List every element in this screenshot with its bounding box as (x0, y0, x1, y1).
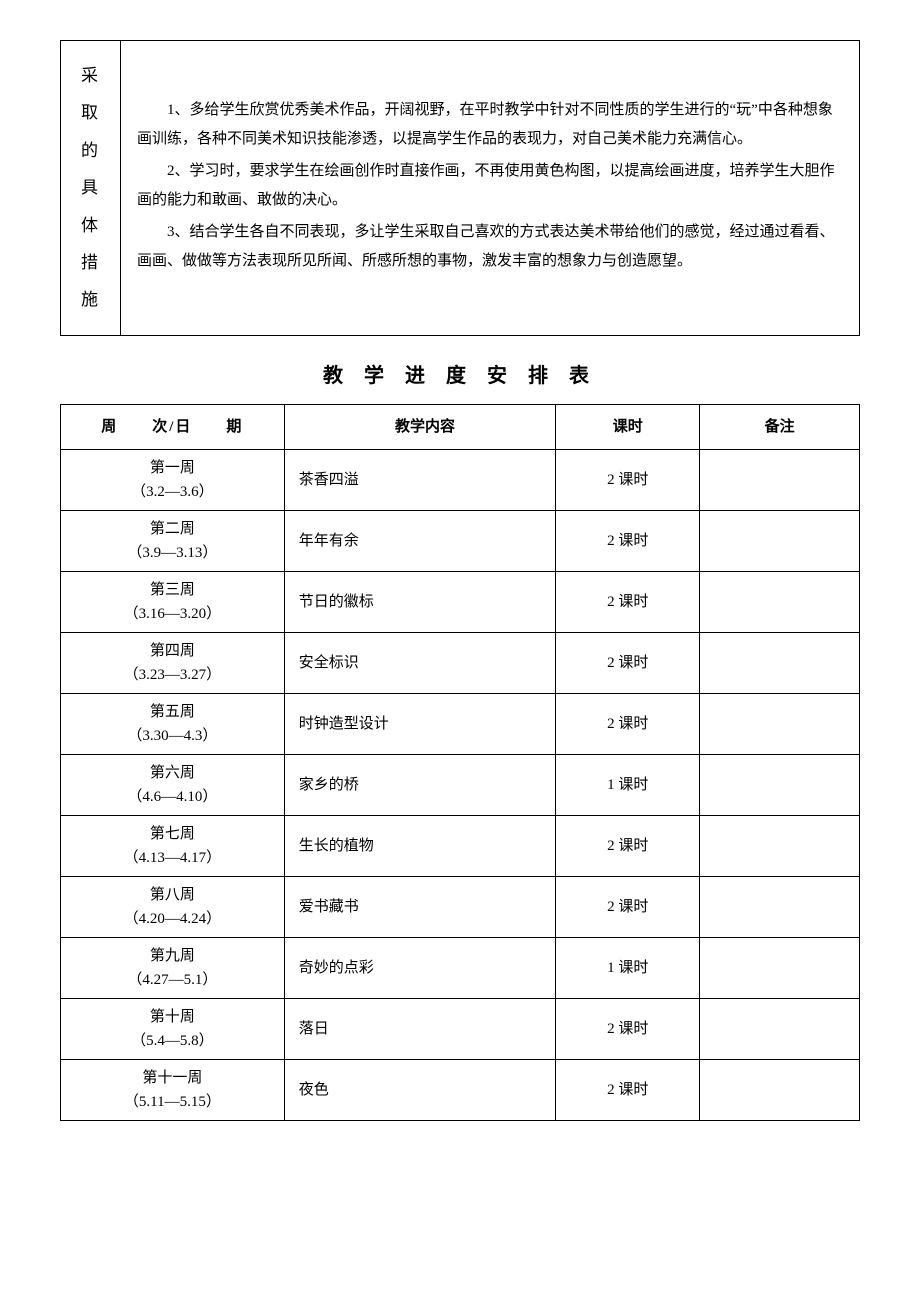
measures-paragraph: 2、学习时，要求学生在绘画创作时直接作画，不再使用黄色构图，以提高绘画进度，培养… (137, 157, 843, 214)
measures-paragraph: 3、结合学生各自不同表现，多让学生采取自己喜欢的方式表达美术带给他们的感觉，经过… (137, 218, 843, 275)
week-name: 第十周 (71, 1005, 274, 1029)
cell-hours: 2 课时 (556, 449, 700, 510)
header-note: 备注 (700, 404, 860, 449)
measures-body-cell: 1、多给学生欣赏优秀美术作品，开阔视野，在平时教学中针对不同性质的学生进行的“玩… (121, 41, 860, 336)
cell-hours: 1 课时 (556, 937, 700, 998)
week-date: （4.20—4.24） (71, 907, 274, 931)
week-date: （4.13—4.17） (71, 846, 274, 870)
cell-note (700, 510, 860, 571)
table-row: 第八周 （4.20—4.24） 爱书藏书 2 课时 (61, 876, 860, 937)
table-row: 第十周 （5.4—5.8） 落日 2 课时 (61, 998, 860, 1059)
measures-paragraph: 1、多给学生欣赏优秀美术作品，开阔视野，在平时教学中针对不同性质的学生进行的“玩… (137, 96, 843, 153)
week-date: （5.4—5.8） (71, 1029, 274, 1053)
table-row: 第五周 （3.30—4.3） 时钟造型设计 2 课时 (61, 693, 860, 754)
cell-note (700, 693, 860, 754)
cell-content: 生长的植物 (284, 815, 556, 876)
measures-label-char: 取 (69, 94, 112, 131)
schedule-header-row: 周 次/日 期 教学内容 课时 备注 (61, 404, 860, 449)
schedule-table: 周 次/日 期 教学内容 课时 备注 第一周 （3.2—3.6） 茶香四溢 2 … (60, 404, 860, 1121)
cell-week: 第七周 （4.13—4.17） (61, 815, 285, 876)
cell-note (700, 449, 860, 510)
cell-week: 第一周 （3.2—3.6） (61, 449, 285, 510)
cell-week: 第十一周 （5.11—5.15） (61, 1059, 285, 1120)
measures-label-char: 措 (69, 244, 112, 281)
cell-content: 茶香四溢 (284, 449, 556, 510)
cell-content: 夜色 (284, 1059, 556, 1120)
week-name: 第一周 (71, 456, 274, 480)
cell-hours: 2 课时 (556, 1059, 700, 1120)
table-row: 第四周 （3.23—3.27） 安全标识 2 课时 (61, 632, 860, 693)
cell-note (700, 815, 860, 876)
cell-content: 奇妙的点彩 (284, 937, 556, 998)
cell-hours: 2 课时 (556, 876, 700, 937)
cell-note (700, 937, 860, 998)
cell-week: 第三周 （3.16—3.20） (61, 571, 285, 632)
cell-hours: 2 课时 (556, 998, 700, 1059)
cell-content: 落日 (284, 998, 556, 1059)
cell-note (700, 998, 860, 1059)
cell-hours: 2 课时 (556, 815, 700, 876)
table-row: 第九周 （4.27—5.1） 奇妙的点彩 1 课时 (61, 937, 860, 998)
cell-week: 第四周 （3.23—3.27） (61, 632, 285, 693)
cell-content: 安全标识 (284, 632, 556, 693)
measures-label-char: 体 (69, 207, 112, 244)
measures-label-char: 施 (69, 281, 112, 318)
cell-week: 第十周 （5.4—5.8） (61, 998, 285, 1059)
cell-hours: 2 课时 (556, 510, 700, 571)
measures-label-char: 采 (69, 57, 112, 94)
week-date: （3.9—3.13） (71, 541, 274, 565)
cell-week: 第六周 （4.6—4.10） (61, 754, 285, 815)
cell-content: 节日的徽标 (284, 571, 556, 632)
cell-content: 年年有余 (284, 510, 556, 571)
week-date: （4.6—4.10） (71, 785, 274, 809)
cell-content: 家乡的桥 (284, 754, 556, 815)
week-name: 第二周 (71, 517, 274, 541)
header-week: 周 次/日 期 (61, 404, 285, 449)
week-date: （3.30—4.3） (71, 724, 274, 748)
table-row: 第七周 （4.13—4.17） 生长的植物 2 课时 (61, 815, 860, 876)
week-name: 第七周 (71, 822, 274, 846)
cell-hours: 1 课时 (556, 754, 700, 815)
week-date: （4.27—5.1） (71, 968, 274, 992)
cell-hours: 2 课时 (556, 632, 700, 693)
table-row: 第二周 （3.9—3.13） 年年有余 2 课时 (61, 510, 860, 571)
cell-week: 第五周 （3.30—4.3） (61, 693, 285, 754)
cell-note (700, 876, 860, 937)
table-row: 第三周 （3.16—3.20） 节日的徽标 2 课时 (61, 571, 860, 632)
week-name: 第十一周 (71, 1066, 274, 1090)
table-row: 第一周 （3.2—3.6） 茶香四溢 2 课时 (61, 449, 860, 510)
schedule-title: 教 学 进 度 安 排 表 (60, 360, 860, 392)
measures-label-cell: 采 取 的 具 体 措 施 (61, 41, 121, 336)
cell-note (700, 571, 860, 632)
measures-label-char: 的 (69, 132, 112, 169)
week-name: 第三周 (71, 578, 274, 602)
cell-week: 第八周 （4.20—4.24） (61, 876, 285, 937)
cell-hours: 2 课时 (556, 693, 700, 754)
schedule-body: 第一周 （3.2—3.6） 茶香四溢 2 课时 第二周 （3.9—3.13） 年… (61, 449, 860, 1120)
cell-note (700, 632, 860, 693)
week-date: （3.2—3.6） (71, 480, 274, 504)
cell-note (700, 754, 860, 815)
cell-hours: 2 课时 (556, 571, 700, 632)
week-date: （3.16—3.20） (71, 602, 274, 626)
measures-label-char: 具 (69, 169, 112, 206)
cell-week: 第九周 （4.27—5.1） (61, 937, 285, 998)
measures-table: 采 取 的 具 体 措 施 1、多给学生欣赏优秀美术作品，开阔视野，在平时教学中… (60, 40, 860, 336)
week-name: 第八周 (71, 883, 274, 907)
table-row: 第十一周 （5.11—5.15） 夜色 2 课时 (61, 1059, 860, 1120)
header-content: 教学内容 (284, 404, 556, 449)
week-name: 第六周 (71, 761, 274, 785)
week-date: （3.23—3.27） (71, 663, 274, 687)
week-name: 第九周 (71, 944, 274, 968)
header-hours: 课时 (556, 404, 700, 449)
cell-week: 第二周 （3.9—3.13） (61, 510, 285, 571)
week-name: 第四周 (71, 639, 274, 663)
cell-content: 爱书藏书 (284, 876, 556, 937)
week-name: 第五周 (71, 700, 274, 724)
cell-note (700, 1059, 860, 1120)
week-date: （5.11—5.15） (71, 1090, 274, 1114)
table-row: 第六周 （4.6—4.10） 家乡的桥 1 课时 (61, 754, 860, 815)
cell-content: 时钟造型设计 (284, 693, 556, 754)
